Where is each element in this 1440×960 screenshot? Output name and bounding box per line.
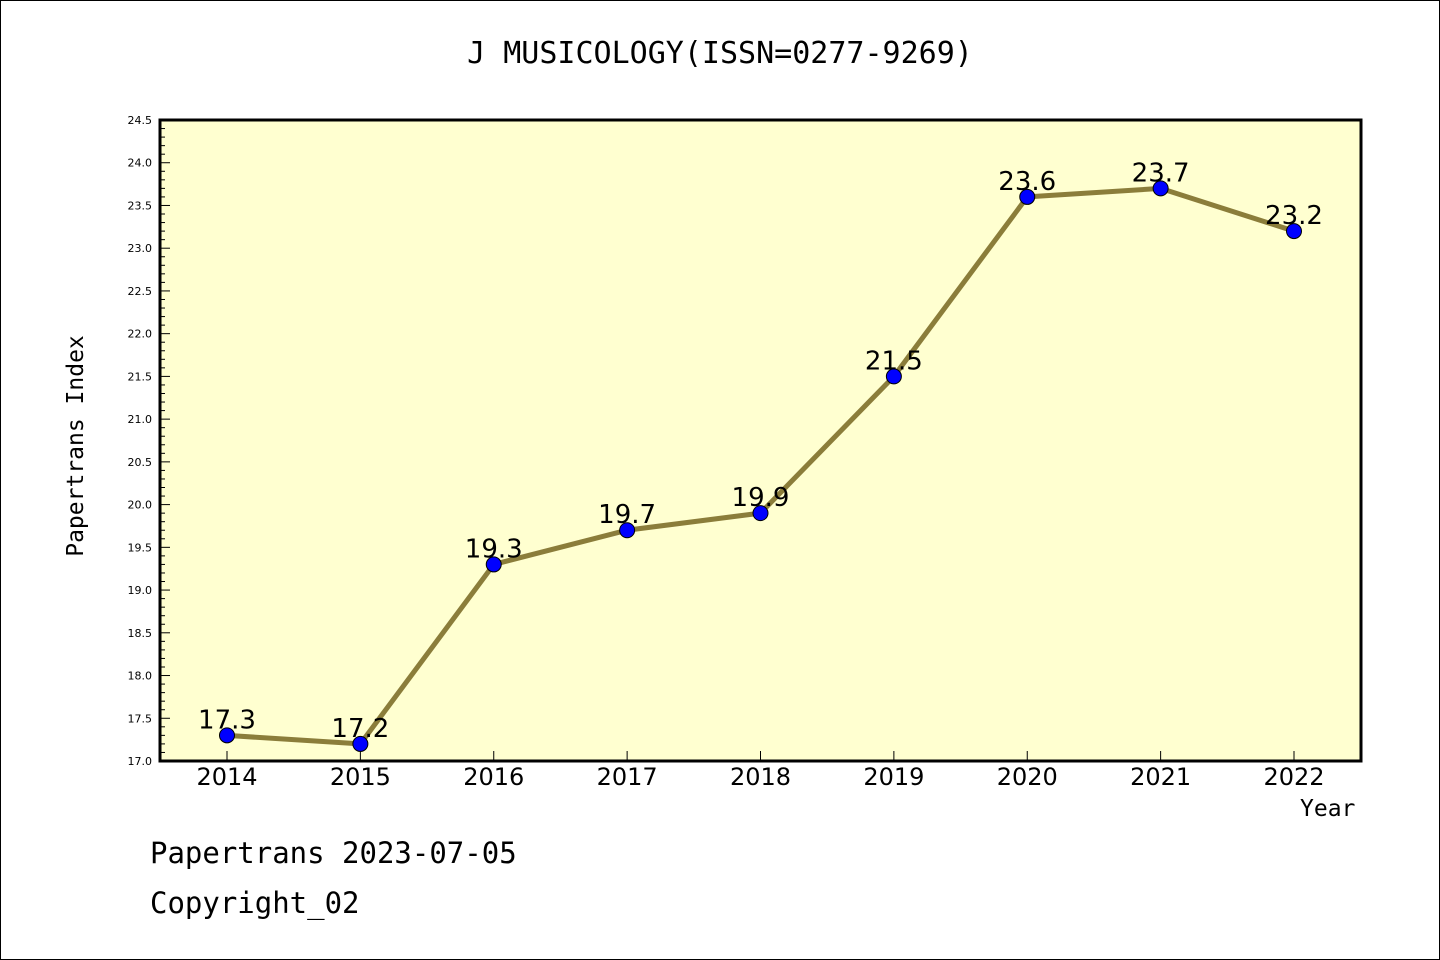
data-label: 17.2	[331, 714, 389, 744]
x-tick-label: 2017	[597, 763, 658, 791]
data-label: 23.2	[1265, 201, 1323, 231]
y-tick-label: 24.5	[128, 114, 153, 127]
y-tick-label: 19.5	[128, 541, 153, 554]
y-tick-label: 22.5	[128, 285, 153, 298]
data-point	[485, 556, 502, 573]
x-tick-label: 2016	[463, 763, 524, 791]
y-tick-label: 17.5	[128, 712, 153, 725]
data-label: 17.3	[198, 705, 256, 735]
y-tick-label: 19.0	[128, 584, 153, 597]
x-tick-label: 2019	[863, 763, 924, 791]
x-axis-label: Year	[1300, 796, 1356, 822]
data-point	[619, 522, 636, 539]
y-tick-label: 21.5	[128, 370, 153, 383]
data-label: 23.7	[1132, 158, 1190, 188]
data-label: 19.3	[465, 534, 523, 564]
data-point	[219, 727, 235, 744]
footer-date: Papertrans 2023-07-05	[150, 836, 517, 870]
data-label: 19.7	[598, 500, 656, 530]
y-tick-label: 24.0	[128, 157, 153, 170]
y-tick-label: 18.5	[128, 627, 153, 640]
data-point	[752, 505, 769, 522]
y-tick-label: 20.5	[128, 456, 153, 469]
x-tick-label: 2020	[997, 763, 1058, 791]
footer-copyright: Copyright_02	[150, 886, 360, 920]
data-point	[885, 368, 902, 385]
data-labels: 17.3 17.2 19.3 19.7 19.9 21.5 23.6 23.7 23.2	[198, 158, 1323, 744]
y-tick-label: 23.5	[128, 199, 153, 212]
y-tick-label: 22.0	[128, 328, 153, 341]
x-tick-label: 2021	[1130, 763, 1191, 791]
x-tick-label: 2018	[730, 763, 791, 791]
data-point	[1019, 188, 1036, 205]
data-point	[352, 735, 369, 752]
y-tick-label: 18.0	[128, 670, 153, 683]
data-label: 19.9	[732, 483, 790, 513]
y-tick-label: 21.0	[128, 413, 153, 426]
data-label: 21.5	[865, 346, 923, 376]
x-tick-label: 2014	[196, 763, 257, 791]
y-axis-ticks: 17.0 17.5 18.0 18.5 19.0 19.5 20.0 20.5 21.0 21.5…	[128, 114, 170, 768]
y-tick-label: 17.0	[128, 755, 153, 768]
x-axis-ticks: 2014 2015 2016 2017 2018 2019 2020 2021 2022	[196, 751, 1325, 791]
data-point	[1152, 180, 1169, 197]
x-tick-label: 2015	[330, 763, 391, 791]
series-markers	[219, 180, 1302, 752]
chart-title: J MUSICOLOGY(ISSN=0277-9269)	[467, 36, 973, 71]
y-tick-label: 23.0	[128, 242, 153, 255]
plot-area	[158, 118, 1363, 763]
data-label: 23.6	[998, 167, 1056, 197]
y-tick-label: 20.0	[128, 499, 153, 512]
x-tick-label: 2022	[1263, 763, 1324, 791]
data-point	[1286, 223, 1302, 240]
